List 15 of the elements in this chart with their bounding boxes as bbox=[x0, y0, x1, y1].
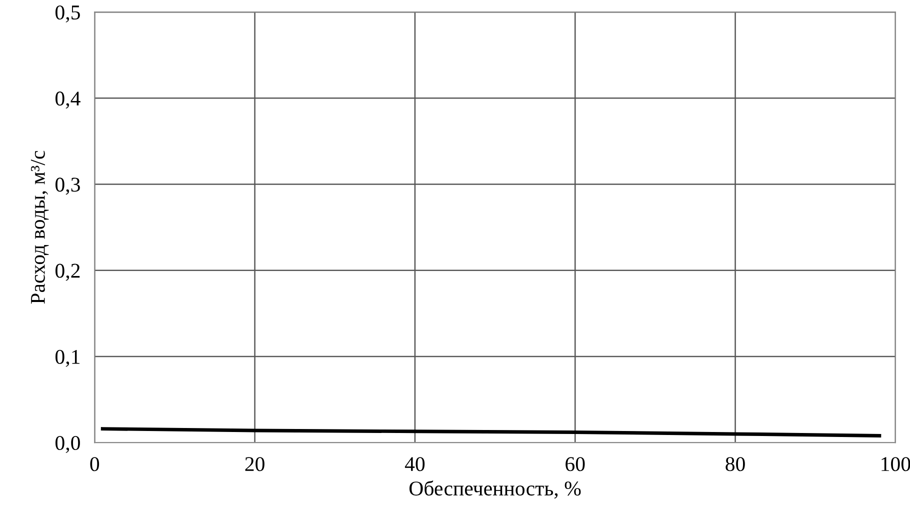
x-tick-label: 0 bbox=[90, 457, 100, 472]
y-tick-label: 0,4 bbox=[56, 92, 80, 109]
x-tick-label: 60 bbox=[566, 457, 585, 472]
y-tick-label: 0,5 bbox=[56, 5, 80, 23]
y-tick-label: 0,3 bbox=[56, 178, 80, 195]
x-tick-label: 80 bbox=[726, 457, 745, 472]
x-tick-label: 20 bbox=[245, 457, 264, 472]
y-axis-title: Расход воды, м³/с bbox=[30, 150, 49, 304]
x-axis-title: Обеспеченность, % bbox=[409, 480, 581, 499]
y-tick-label: 0,2 bbox=[56, 264, 80, 281]
line-series bbox=[100, 427, 882, 438]
y-tick-label: 0,0 bbox=[56, 436, 80, 454]
y-tick-label: 0,1 bbox=[56, 350, 80, 367]
x-tick-label: 100 bbox=[882, 457, 910, 472]
x-tick-label: 40 bbox=[404, 457, 425, 472]
